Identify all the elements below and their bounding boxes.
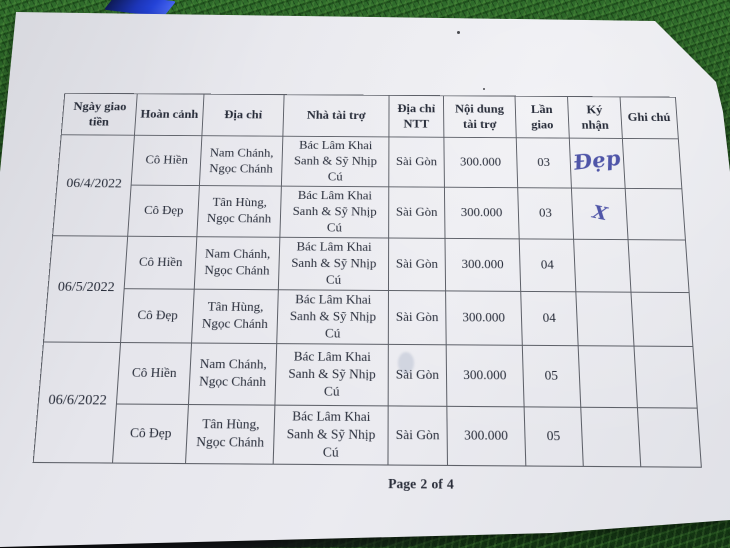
table-row: Cô Đẹp Tân Hùng, Ngọc Chánh Bác Lâm Khai…	[53, 185, 686, 240]
ky-nhan-cell: X	[571, 188, 629, 240]
table-row: Cô Đẹp Tân Hùng, Ngọc Chánh Bác Lâm Khai…	[44, 288, 693, 347]
col-header-ngay-giao-tien: Ngày giao tiền	[61, 93, 138, 136]
col-header-nha-tai-tro: Nhà tài trợ	[282, 94, 390, 137]
col-header-hoan-canh: Hoàn cảnh	[134, 93, 204, 136]
ghi-chu-cell	[628, 239, 690, 293]
table-row: 06/5/2022 Cô Hiền Nam Chánh, Ngọc Chánh …	[43, 235, 690, 343]
footer-page-number: 2	[420, 475, 428, 492]
nha-tai-tro-cell: Bác Lâm Khai Sanh & Sỹ Nhịp Cú	[273, 404, 389, 465]
header-row: Ngày giao tiền Hoàn cảnh Địa chỉ Nhà tài…	[61, 93, 679, 139]
ghi-chu-cell	[630, 291, 693, 347]
ky-nhan-cell: Đẹp	[569, 138, 626, 189]
dia-chi-ntt-cell: Sài Gòn	[387, 405, 448, 466]
ky-nhan-cell	[573, 238, 631, 292]
dia-chi-ntt-cell: Sài Gòn	[388, 344, 447, 406]
footer-total-pages: 4	[446, 475, 454, 492]
lan-giao-cell: 05	[524, 406, 584, 467]
lan-giao-cell: 04	[520, 291, 579, 346]
dia-chi-ntt-cell: Sài Gòn	[388, 290, 447, 345]
ky-nhan-signature: Đẹp	[571, 146, 623, 176]
lan-giao-cell: 04	[519, 238, 576, 292]
table-row: 06/4/2022 Cô Hiền Nam Chánh, Ngọc Chánh …	[52, 134, 682, 236]
table-row: 06/6/2022 Cô Hiền Nam Chánh, Ngọc Chánh …	[33, 341, 698, 463]
dia-chi-cell: Tân Hùng, Ngọc Chánh	[191, 288, 279, 344]
col-header-lan-giao: Lần giao	[515, 96, 570, 139]
hoan-canh-cell: Cô Hiền	[124, 235, 197, 289]
page-footer: Page 2 of 4	[30, 472, 730, 494]
ghi-chu-cell	[622, 138, 682, 189]
dia-chi-cell: Tân Hùng, Ngọc Chánh	[196, 185, 282, 237]
ky-nhan-cell	[580, 406, 641, 467]
hoan-canh-cell: Cô Đẹp	[112, 403, 189, 464]
dia-chi-ntt-cell: Sài Gòn	[388, 237, 446, 291]
dia-chi-cell: Nam Chánh, Ngọc Chánh	[194, 236, 280, 290]
dia-chi-ntt-cell: Sài Gòn	[388, 136, 445, 188]
noi-dung-cell: 300.000	[446, 405, 526, 466]
lan-giao-cell: 03	[517, 187, 574, 239]
hoan-canh-cell: Cô Hiền	[131, 135, 202, 186]
dia-chi-ntt-cell: Sài Gòn	[388, 186, 445, 239]
col-header-dia-chi-ntt: Địa chỉ NTT	[388, 95, 444, 138]
paper-smudge	[398, 352, 414, 374]
paper-speck	[483, 88, 485, 90]
dia-chi-cell: Tân Hùng, Ngọc Chánh	[185, 404, 275, 464]
ky-nhan-signature: X	[590, 201, 609, 225]
table-row: Cô Đẹp Tân Hùng, Ngọc Chánh Bác Lâm Khai…	[33, 403, 702, 467]
dia-chi-cell: Nam Chánh, Ngọc Chánh	[199, 135, 283, 187]
dia-chi-cell: Nam Chánh, Ngọc Chánh	[188, 342, 277, 405]
nha-tai-tro-cell: Bác Lâm Khai Sanh & Sỹ Nhịp Cú	[278, 236, 389, 291]
hoan-canh-cell: Cô Hiền	[116, 342, 192, 405]
lan-giao-cell: 05	[522, 344, 581, 407]
footer-of-word: of	[431, 475, 443, 492]
hoan-canh-cell: Cô Đẹp	[127, 185, 200, 237]
document: Ngày giao tiền Hoàn cảnh Địa chỉ Nhà tài…	[30, 93, 709, 495]
nha-tai-tro-cell: Bác Lâm Khai Sanh & Sỹ Nhịp Cú	[276, 289, 389, 345]
hoan-canh-cell: Cô Đẹp	[120, 288, 195, 343]
col-header-noi-dung-tai-tro: Nội dung tài trợ	[443, 95, 517, 138]
col-header-ky-nhan: Ký nhận	[567, 96, 623, 139]
noi-dung-cell: 300.000	[444, 187, 520, 239]
nha-tai-tro-cell: Bác Lâm Khai Sanh & Sỹ Nhịp Cú	[279, 186, 389, 238]
lan-giao-cell: 03	[516, 137, 572, 189]
ghi-chu-cell	[633, 345, 698, 408]
nha-tai-tro-cell: Bác Lâm Khai Sanh & Sỹ Nhịp Cú	[281, 136, 389, 187]
nha-tai-tro-cell: Bác Lâm Khai Sanh & Sỹ Nhịp Cú	[274, 343, 389, 406]
ghi-chu-cell	[637, 407, 702, 467]
ky-nhan-cell	[578, 345, 638, 408]
donation-table: Ngày giao tiền Hoàn cảnh Địa chỉ Nhà tài…	[33, 93, 702, 468]
col-header-ghi-chu: Ghi chú	[620, 96, 679, 139]
date-cell: 06/4/2022	[52, 134, 135, 236]
footer-page-word: Page	[388, 474, 417, 492]
ky-nhan-cell	[575, 291, 634, 346]
paper-speck	[457, 31, 460, 34]
noi-dung-cell: 300.000	[445, 290, 523, 345]
date-cell: 06/6/2022	[33, 341, 121, 463]
noi-dung-cell: 300.000	[444, 238, 521, 292]
noi-dung-cell: 300.000	[446, 344, 525, 407]
ghi-chu-cell	[625, 188, 686, 240]
date-cell: 06/5/2022	[43, 235, 128, 343]
col-header-dia-chi: Địa chỉ	[201, 94, 285, 137]
noi-dung-cell: 300.000	[443, 137, 518, 188]
